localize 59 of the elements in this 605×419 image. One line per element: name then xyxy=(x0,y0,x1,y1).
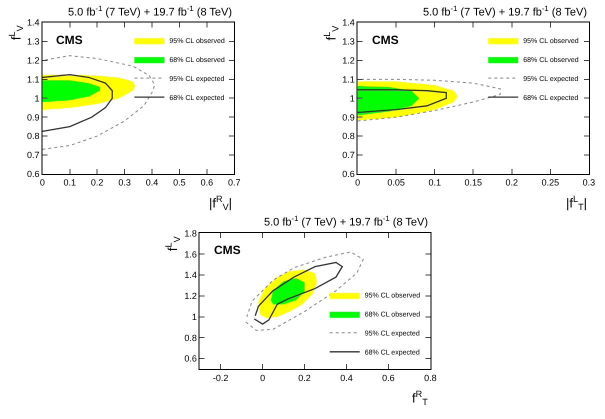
y-tick-label: 1.4 xyxy=(342,18,355,28)
x-tick-label: 0.2 xyxy=(90,178,104,188)
x-tick-label: 0.1 xyxy=(64,178,76,188)
x-tick-label: 0 xyxy=(40,178,45,188)
y-tick-label: 1.1 xyxy=(27,74,40,84)
x-tick-label: 0 xyxy=(355,178,360,188)
x-tick-label: 0.4 xyxy=(340,372,353,383)
x-tick-label: 0.4 xyxy=(146,178,158,188)
y-tick-label: 0.7 xyxy=(342,150,355,160)
x-tick-label: 0.5 xyxy=(173,178,186,188)
chart-title: 5.0 fb$^{-1}$ (7 TeV) + 19.7 fb$^{-1}$ (8 TeV) xyxy=(423,4,588,19)
y-tick-label: 0.7 xyxy=(27,150,40,160)
y-tick-label: 1.6 xyxy=(184,249,197,260)
x-tick-label: 0.7 xyxy=(228,178,241,188)
x-tick-label: 0.6 xyxy=(200,178,214,188)
y-tick-label: 0.6 xyxy=(184,354,197,364)
annotation: CMS xyxy=(56,33,83,47)
y-tick-label: 0.6 xyxy=(342,169,355,180)
y-tick-label: 0.8 xyxy=(27,131,40,142)
x-tick-label: 0.2 xyxy=(506,178,518,188)
x-tick-label: 0.8 xyxy=(424,372,437,383)
y-tick-label: 1.2 xyxy=(342,56,355,66)
y-tick-label: 1.3 xyxy=(27,36,40,47)
annotation: CMS xyxy=(214,243,241,257)
y-tick-label: 1.2 xyxy=(27,56,40,66)
y-tick-label: 1.2 xyxy=(184,291,197,302)
line-series xyxy=(358,89,447,114)
x-tick-label: -0.2 xyxy=(212,372,228,383)
x-tick-label: 0 xyxy=(260,372,266,383)
y-tick-label: 1 xyxy=(350,93,355,104)
y-tick-label: 1.8 xyxy=(184,228,197,238)
x-tick-label: 0.25 xyxy=(542,178,560,188)
chart-title: 5.0 fb$^{-1}$ (7 TeV) + 19.7 fb$^{-1}$ (8 TeV) xyxy=(68,4,232,19)
y-tick-label: 0.8 xyxy=(184,332,197,343)
x-tick-label: 0.3 xyxy=(118,178,131,188)
x-tick-label: 0.2 xyxy=(298,372,311,383)
x-tick-label: 0.6 xyxy=(382,372,395,383)
x-axis-title: |f$^{R}$$_{V}$| xyxy=(209,194,232,212)
y-tick-label: 1.3 xyxy=(342,36,355,47)
y-tick-label: 0.8 xyxy=(342,131,355,142)
x-tick-label: 0.05 xyxy=(387,178,405,188)
line-series xyxy=(42,74,113,132)
line-series xyxy=(358,78,501,122)
y-tick-label: 1.1 xyxy=(342,74,355,84)
line-series xyxy=(245,252,364,331)
chart-title: 5.0 fb$^{-1}$ (7 TeV) + 19.7 fb$^{-1}$ (8 TeV) xyxy=(264,214,428,229)
annotation: CMS xyxy=(372,33,399,47)
x-tick-label: 0.15 xyxy=(464,178,482,188)
x-tick-label: 0.1 xyxy=(428,178,441,188)
y-tick-label: 1.4 xyxy=(184,270,197,280)
line-series xyxy=(254,262,343,325)
x-axis-title: |f$^{L}$$_{T}$| xyxy=(566,194,588,212)
y-tick-label: 0.9 xyxy=(342,112,355,122)
y-tick-label: 0.9 xyxy=(27,112,40,122)
y-tick-label: 1 xyxy=(192,312,197,322)
y-tick-label: 1.4 xyxy=(27,18,40,28)
x-tick-label: 0.3 xyxy=(582,178,596,188)
y-tick-label: 0.6 xyxy=(27,169,40,180)
y-tick-label: 1 xyxy=(34,93,40,104)
